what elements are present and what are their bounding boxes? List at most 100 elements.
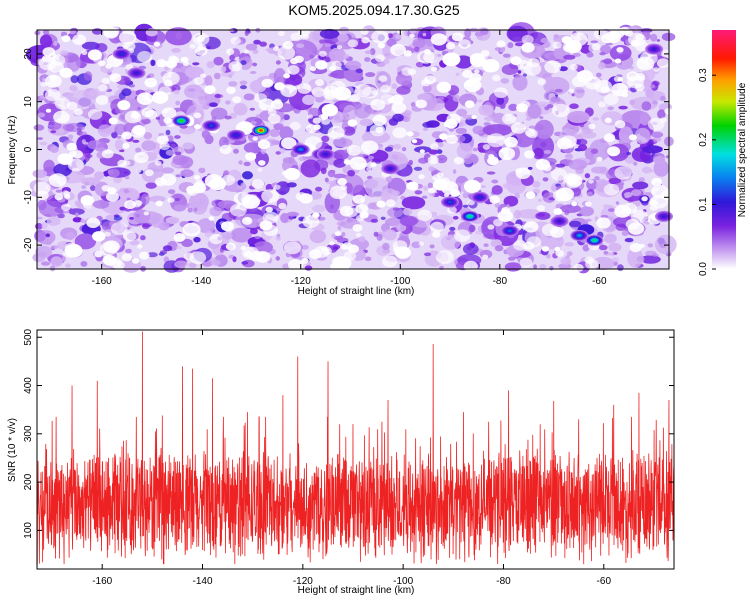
heatmap-cell	[170, 143, 177, 149]
heatmap-cell	[156, 59, 167, 68]
heatmap-cell	[240, 182, 247, 187]
heatmap-cell	[288, 259, 304, 271]
heatmap-cell	[373, 231, 379, 237]
heatmap-hotspot	[448, 200, 452, 204]
heatmap-cell	[278, 202, 287, 210]
heatmap-cell	[591, 256, 615, 271]
heatmap-cell	[189, 251, 207, 264]
heatmap-cell	[173, 233, 186, 242]
heatmap-cell	[226, 86, 236, 95]
heatmap-cell	[647, 243, 654, 248]
heatmap-cell	[556, 137, 573, 150]
heatmap-cell	[73, 108, 84, 116]
heatmap-cell	[302, 215, 320, 229]
heatmap-cell	[467, 199, 475, 206]
heatmap-cell	[312, 212, 320, 218]
heatmap-cell	[510, 122, 527, 134]
heatmap-cell	[192, 62, 200, 66]
heatmap-cell	[117, 100, 131, 111]
heatmap-cell	[321, 135, 330, 143]
heatmap-cell	[527, 104, 542, 119]
heatmap-cell	[347, 39, 359, 48]
heatmap-cell	[193, 236, 201, 243]
heatmap-cell	[232, 256, 237, 263]
heatmap-cell	[36, 216, 43, 220]
heatmap-cell	[503, 195, 519, 207]
heatmap-cell	[225, 100, 231, 105]
heatmap-cell	[355, 68, 363, 74]
heatmap-cell	[582, 244, 590, 252]
heatmap-cell	[345, 207, 358, 218]
heatmap-cell	[243, 93, 255, 101]
heatmap-cell	[175, 174, 181, 178]
heatmap-cell	[87, 108, 103, 120]
heatmap-cell	[419, 149, 425, 154]
heatmap-cell	[275, 181, 290, 195]
heatmap-cell	[128, 84, 136, 88]
heatmap-cell	[343, 159, 351, 165]
heatmap-cell	[167, 189, 176, 195]
heatmap-cell	[220, 66, 227, 73]
heatmap-cell	[406, 131, 414, 137]
heatmap-x-tick-label: -140	[191, 276, 211, 287]
heatmap-cell	[412, 38, 426, 49]
heatmap-cell	[225, 242, 236, 251]
heatmap-cell	[337, 177, 347, 186]
heatmap-cell	[489, 195, 500, 204]
heatmap-cell	[617, 264, 624, 272]
heatmap-cell	[315, 60, 328, 70]
heatmap-cell	[409, 33, 415, 39]
heatmap-cell	[208, 216, 215, 221]
heatmap-cell	[95, 43, 108, 53]
heatmap-cell	[113, 176, 123, 184]
heatmap-cell	[184, 66, 205, 79]
heatmap-cell	[32, 169, 48, 178]
heatmap-cell	[464, 159, 473, 165]
heatmap-cell	[214, 93, 221, 99]
heatmap-cell	[517, 70, 522, 74]
heatmap-cell	[63, 190, 70, 197]
heatmap-cell	[653, 155, 666, 165]
heatmap-cell	[259, 41, 267, 47]
heatmap-cell	[35, 245, 53, 259]
heatmap-hotspot	[234, 134, 239, 137]
heatmap-cell	[44, 89, 61, 102]
heatmap-cell	[46, 216, 61, 226]
heatmap-cell	[352, 224, 363, 232]
heatmap-cell	[602, 204, 611, 208]
heatmap-cell	[392, 207, 400, 211]
snr-frame	[36, 329, 675, 570]
heatmap-cell	[644, 221, 650, 225]
heatmap-cell	[228, 61, 243, 72]
heatmap-cell	[555, 163, 566, 168]
heatmap-cell	[362, 86, 378, 99]
snr-x-tick-label: -100	[393, 576, 413, 587]
heatmap-cell	[410, 101, 416, 108]
heatmap-cell	[560, 257, 572, 266]
heatmap-cell	[167, 197, 175, 203]
heatmap-cell	[257, 139, 271, 150]
heatmap-cell	[523, 241, 535, 250]
heatmap-cell	[102, 254, 117, 266]
heatmap-cell	[436, 81, 452, 93]
heatmap-cell	[245, 152, 257, 161]
heatmap-cell	[534, 119, 554, 140]
heatmap-cell	[594, 176, 600, 181]
heatmap-cell	[153, 41, 161, 47]
heatmap-cell	[541, 246, 550, 252]
heatmap-cell	[187, 207, 193, 213]
heatmap-cell	[507, 42, 514, 49]
heatmap-cell	[652, 100, 658, 105]
heatmap-cell	[182, 142, 194, 150]
heatmap-hotspot	[388, 167, 393, 170]
heatmap-cell	[59, 67, 73, 78]
heatmap-cell	[512, 74, 528, 91]
heatmap-cell	[61, 256, 66, 262]
heatmap-cell	[392, 113, 404, 122]
heatmap-cell	[289, 121, 301, 131]
heatmap-cell	[252, 136, 258, 141]
heatmap-hotspot	[592, 239, 597, 242]
heatmap-cell	[175, 31, 182, 40]
heatmap-cell	[180, 169, 194, 178]
